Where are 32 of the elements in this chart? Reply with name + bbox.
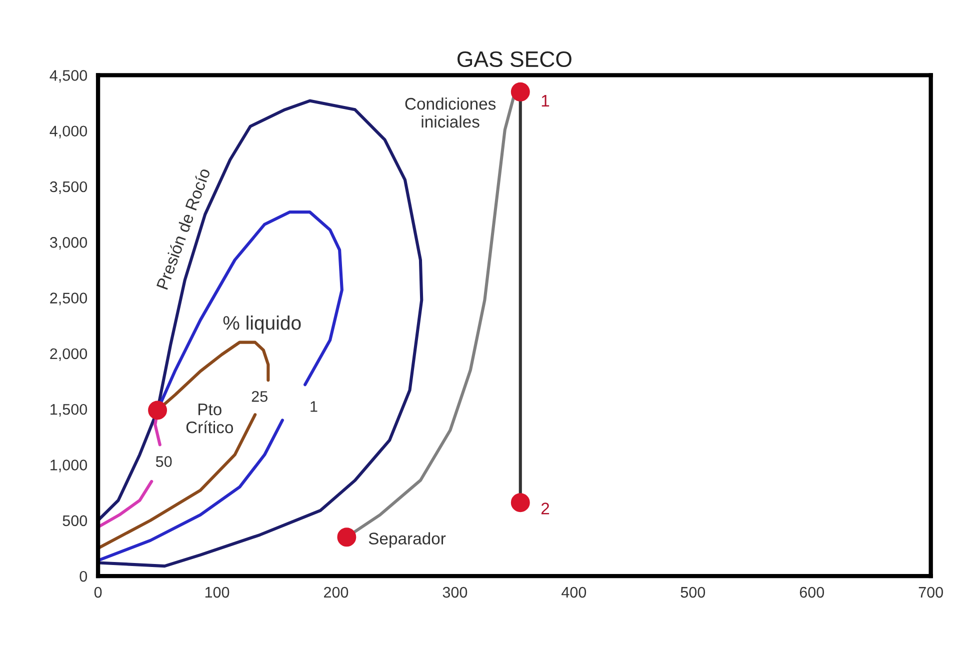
y-tick-label: 2,000 [50, 348, 88, 361]
x-tick-label: 600 [800, 586, 824, 598]
x-tick-label: 0 [94, 586, 102, 598]
annotation: 2 [541, 502, 550, 514]
point [510, 82, 530, 102]
point [337, 528, 356, 547]
point [510, 493, 530, 512]
y-tick-label: 1,500 [50, 404, 88, 417]
x-tick-label: 700 [918, 586, 943, 598]
y-tick-label: 500 [62, 515, 88, 526]
annotation: 1 [542, 95, 550, 107]
y-tick-label: 2,500 [50, 292, 88, 306]
x-tick-label: 300 [442, 586, 468, 598]
y-tick-label: 3,000 [50, 237, 88, 250]
annotation: Pto Crítico [186, 404, 234, 434]
annotation: % liquido [223, 316, 301, 334]
annotation: 50 [156, 456, 172, 467]
x-tick-label: 100 [205, 586, 230, 598]
y-tick-label: 3,500 [50, 181, 88, 194]
annotation: 1 [310, 401, 318, 412]
x-tick-label: 500 [680, 586, 706, 598]
x-tick-label: 200 [324, 586, 348, 598]
annotation: 25 [252, 391, 268, 402]
y-tick-label: 0 [80, 570, 88, 582]
x-tick-label: 400 [562, 586, 586, 598]
annotation: Separador [368, 532, 446, 548]
y-tick-label: 1,000 [50, 460, 88, 472]
chart-title: GAS SECO [458, 51, 572, 68]
y-tick-label: 4,500 [50, 70, 88, 83]
y-tick-label: 4,000 [50, 126, 88, 138]
point [148, 400, 168, 420]
annotation: Condiciones iniciales [405, 97, 496, 128]
